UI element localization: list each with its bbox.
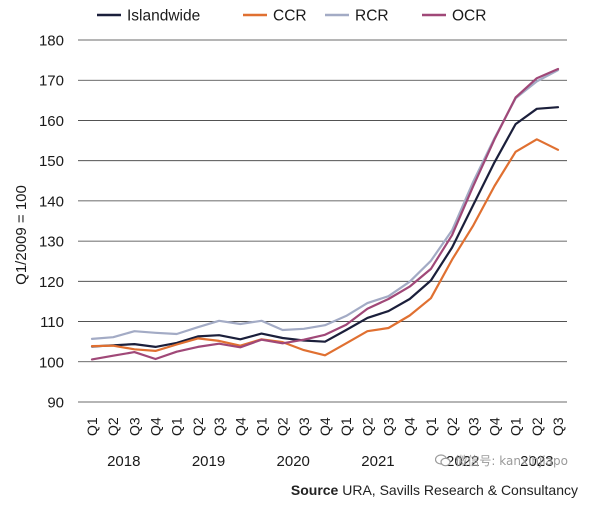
legend-label: OCR	[452, 8, 486, 25]
x-tick-label: Q1	[338, 417, 354, 436]
x-tick-label: Q1	[84, 417, 100, 436]
x-tick-label: Q4	[148, 417, 164, 436]
year-label: 2021	[361, 453, 394, 470]
legend-item-ccr: CCR	[243, 8, 307, 25]
y-tick-label: 170	[39, 73, 64, 90]
year-label: 2022	[446, 453, 479, 470]
y-tick-label: 100	[39, 354, 64, 371]
source-label: Source	[290, 482, 339, 498]
x-tick-label: Q2	[359, 417, 375, 436]
series-line-islandwide	[90, 106, 560, 348]
y-tick-label: 90	[47, 395, 64, 412]
legend-item-islandwide: Islandwide	[97, 8, 200, 25]
x-tick-label: Q2	[444, 417, 460, 436]
source-note: Source URA, Savills Research & Consultan…	[291, 482, 578, 498]
y-tick-label: 130	[39, 234, 64, 251]
watermark-text: 微信号: kanxinjiapo	[455, 454, 568, 468]
x-tick-label: Q2	[529, 417, 545, 436]
year-label: 2023	[520, 453, 553, 470]
x-tick-label: Q4	[402, 417, 418, 436]
y-tick-label: 160	[39, 113, 64, 130]
year-label: 2019	[192, 453, 225, 470]
y-tick-label: 180	[39, 33, 64, 50]
x-tick-label: Q3	[381, 417, 397, 436]
watermark: 微信号: kanxinjiapo	[435, 452, 568, 469]
legend: Islandwide CCR RCR OCR	[97, 8, 486, 25]
legend-label: Islandwide	[127, 8, 200, 25]
x-tick-label: Q4	[232, 417, 248, 436]
y-tick-label: 120	[39, 274, 64, 291]
legend-item-ocr: OCR	[422, 8, 486, 25]
legend-label: CCR	[273, 8, 307, 25]
legend-item-rcr: RCR	[325, 8, 389, 25]
y-axis-tick-labels: 90 100 110 120 130 140 150 160 170 180	[39, 33, 64, 412]
y-tick-label: 110	[40, 314, 64, 331]
x-tick-label: Q2	[105, 417, 121, 436]
x-tick-label: Q3	[126, 417, 142, 436]
x-tick-label: Q3	[465, 417, 481, 436]
series-line-ccr	[90, 138, 560, 357]
x-tick-label: Q4	[487, 417, 503, 436]
wechat-icon	[435, 454, 452, 467]
x-tick-label: Q3	[211, 417, 227, 436]
x-tick-label: Q1	[423, 417, 439, 436]
series-line-ocr	[90, 67, 560, 361]
x-axis-year-labels: 2018 2019 2020 2021 2022 2023	[107, 453, 553, 470]
year-label: 2020	[277, 453, 310, 470]
series-lines	[90, 67, 560, 361]
x-tick-label: Q3	[296, 417, 312, 436]
x-tick-label: Q1	[254, 417, 270, 436]
gridlines	[78, 39, 567, 403]
x-tick-label: Q2	[275, 417, 291, 436]
x-tick-label: Q1	[169, 417, 185, 436]
series-line-rcr	[90, 69, 560, 340]
x-tick-label: Q3	[550, 417, 566, 436]
x-tick-label: Q1	[508, 417, 524, 436]
x-tick-label: Q2	[190, 417, 206, 436]
year-label: 2018	[107, 453, 140, 470]
y-tick-label: 150	[39, 153, 64, 170]
x-axis-tick-labels: Q1 Q2 Q3 Q4 Q1 Q2 Q3 Q4 Q1 Q2 Q3 Q4 Q1 Q2 Q3 Q4 Q1 Q2 Q3 Q4…	[84, 417, 566, 436]
source-text: URA, Savills Research & Consultancy	[342, 482, 578, 498]
x-tick-label: Q4	[317, 417, 333, 436]
y-tick-label: 140	[39, 193, 64, 210]
legend-label: RCR	[355, 8, 389, 25]
y-axis-label: Q1/2009 = 100	[13, 185, 30, 285]
